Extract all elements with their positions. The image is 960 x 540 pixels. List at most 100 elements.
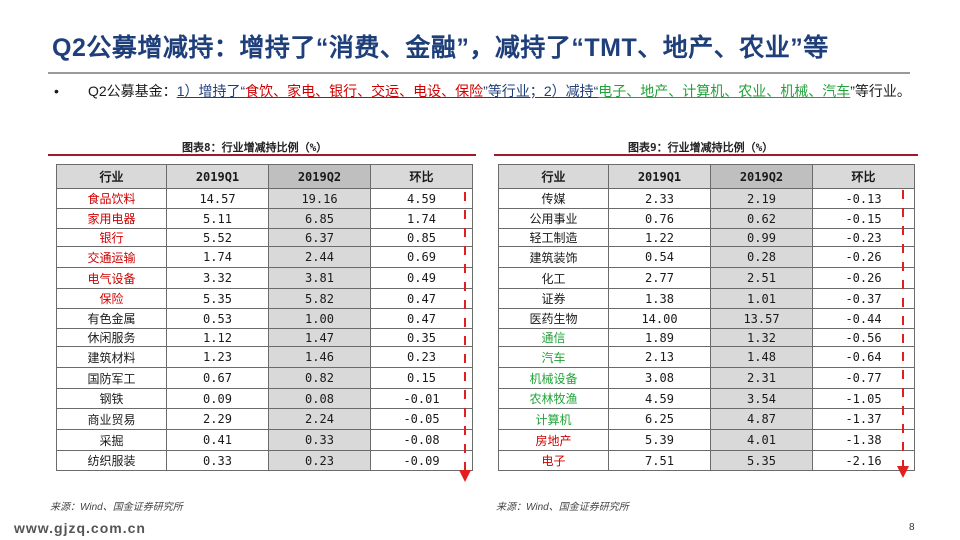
increase-items: 食饮、家电、银行、交运、电设、保险 [245, 83, 484, 99]
table-row: 交通运输 1.74 2.44 0.69 [56, 246, 473, 268]
q1-value-cell: 2.13 [608, 346, 711, 368]
industry-cell: 交通运输 [56, 246, 167, 268]
q1-value-cell: 14.57 [166, 188, 269, 209]
title-divider [48, 72, 910, 74]
table-row: 食品饮料 14.57 19.16 4.59 [56, 188, 473, 209]
q1-value-cell: 5.35 [166, 288, 269, 309]
right-chart-caption: 图表9：行业增减持比例（%） [628, 141, 774, 154]
q2-value-cell: 3.81 [268, 267, 371, 289]
summary-text: Q2公募基金：1）增持了“食饮、家电、银行、交运、电设、保险”等行业；2）减持“… [88, 80, 918, 102]
q1-value-cell: 0.41 [166, 429, 269, 451]
industry-cell: 钢铁 [56, 388, 167, 409]
bullet-marker: • [54, 83, 59, 99]
change-value-cell: -1.38 [812, 429, 915, 451]
q1-value-cell: 0.67 [166, 367, 269, 389]
page-number: 8 [909, 522, 915, 533]
change-value-cell: -2.16 [812, 450, 915, 471]
table-row: 家用电器 5.11 6.85 1.74 [56, 208, 473, 229]
q2-value-cell: 0.08 [268, 388, 371, 409]
industry-cell: 有色金属 [56, 308, 167, 329]
q2-value-cell: 0.99 [710, 228, 813, 247]
table-row: 公用事业 0.76 0.62 -0.15 [498, 208, 915, 229]
left-industry-table: 行业 2019Q1 2019Q2 环比 食品饮料 14.57 19.16 4.59 家用… [56, 164, 473, 471]
q2-value-cell: 4.01 [710, 429, 813, 451]
change-value-cell: 0.47 [370, 288, 473, 309]
industry-cell: 银行 [56, 228, 167, 247]
q2-value-cell: 0.23 [268, 450, 371, 471]
industry-cell: 传媒 [498, 188, 609, 209]
q1-value-cell: 6.25 [608, 408, 711, 430]
table-row: 电气设备 3.32 3.81 0.49 [56, 267, 473, 289]
q1-value-cell: 5.52 [166, 228, 269, 247]
right-source-note: 来源：Wind、国金证券研究所 [496, 502, 629, 513]
q1-value-cell: 14.00 [608, 308, 711, 329]
table-row: 钢铁 0.09 0.08 -0.01 [56, 388, 473, 409]
change-value-cell: -0.26 [812, 267, 915, 289]
table-row: 建筑装饰 0.54 0.28 -0.26 [498, 246, 915, 268]
q1-value-cell: 1.12 [166, 328, 269, 347]
q1-value-cell: 0.54 [608, 246, 711, 268]
table-row: 休闲服务 1.12 1.47 0.35 [56, 328, 473, 347]
q1-value-cell: 3.08 [608, 367, 711, 389]
header-change: 环比 [370, 164, 473, 189]
industry-cell: 建筑材料 [56, 346, 167, 368]
q2-value-cell: 6.37 [268, 228, 371, 247]
industry-cell: 国防军工 [56, 367, 167, 389]
table-row: 房地产 5.39 4.01 -1.38 [498, 429, 915, 451]
industry-cell: 证券 [498, 288, 609, 309]
table-row: 证券 1.38 1.01 -0.37 [498, 288, 915, 309]
table-row: 商业贸易 2.29 2.24 -0.05 [56, 408, 473, 430]
q1-value-cell: 0.53 [166, 308, 269, 329]
q2-value-cell: 2.51 [710, 267, 813, 289]
q2-value-cell: 1.48 [710, 346, 813, 368]
table-row: 采掘 0.41 0.33 -0.08 [56, 429, 473, 451]
industry-cell: 化工 [498, 267, 609, 289]
q2-value-cell: 1.46 [268, 346, 371, 368]
increase-suffix: ”等行业； [483, 83, 544, 99]
industry-cell: 公用事业 [498, 208, 609, 229]
right-down-arrow [897, 190, 909, 478]
header-q2: 2019Q2 [268, 164, 371, 189]
header-q1: 2019Q1 [608, 164, 711, 189]
table-row: 机械设备 3.08 2.31 -0.77 [498, 367, 915, 389]
q2-value-cell: 1.00 [268, 308, 371, 329]
table-row: 电子 7.51 5.35 -2.16 [498, 450, 915, 471]
header-q2: 2019Q2 [710, 164, 813, 189]
q2-value-cell: 0.62 [710, 208, 813, 229]
right-industry-table: 行业 2019Q1 2019Q2 环比 传媒 2.33 2.19 -0.13 公用事业 0… [498, 164, 915, 471]
industry-cell: 保险 [56, 288, 167, 309]
q2-value-cell: 3.54 [710, 388, 813, 409]
q2-value-cell: 13.57 [710, 308, 813, 329]
table-row: 国防军工 0.67 0.82 0.15 [56, 367, 473, 389]
q1-value-cell: 5.39 [608, 429, 711, 451]
summary-prefix: Q2公募基金： [88, 83, 177, 99]
right-caption-rule [494, 154, 918, 156]
footer-url: www.gjzq.com.cn [14, 520, 146, 536]
industry-cell: 建筑装饰 [498, 246, 609, 268]
table-row: 通信 1.89 1.32 -0.56 [498, 328, 915, 347]
left-source-note: 来源：Wind、国金证券研究所 [50, 502, 183, 513]
industry-cell: 通信 [498, 328, 609, 347]
q1-value-cell: 0.33 [166, 450, 269, 471]
change-value-cell: 0.15 [370, 367, 473, 389]
change-value-cell: 0.23 [370, 346, 473, 368]
table-row: 计算机 6.25 4.87 -1.37 [498, 408, 915, 430]
table-row: 传媒 2.33 2.19 -0.13 [498, 188, 915, 209]
q1-value-cell: 1.74 [166, 246, 269, 268]
q1-value-cell: 1.22 [608, 228, 711, 247]
q1-value-cell: 1.23 [166, 346, 269, 368]
q2-value-cell: 4.87 [710, 408, 813, 430]
industry-cell: 汽车 [498, 346, 609, 368]
header-change: 环比 [812, 164, 915, 189]
industry-cell: 采掘 [56, 429, 167, 451]
q1-value-cell: 2.33 [608, 188, 711, 209]
decrease-suffix: ”等行业。 [850, 83, 911, 99]
industry-cell: 家用电器 [56, 208, 167, 229]
q2-value-cell: 5.82 [268, 288, 371, 309]
right-table-header: 行业 2019Q1 2019Q2 环比 [498, 164, 915, 189]
q2-value-cell: 2.31 [710, 367, 813, 389]
q2-value-cell: 1.01 [710, 288, 813, 309]
industry-cell: 电子 [498, 450, 609, 471]
industry-cell: 机械设备 [498, 367, 609, 389]
industry-cell: 电气设备 [56, 267, 167, 289]
